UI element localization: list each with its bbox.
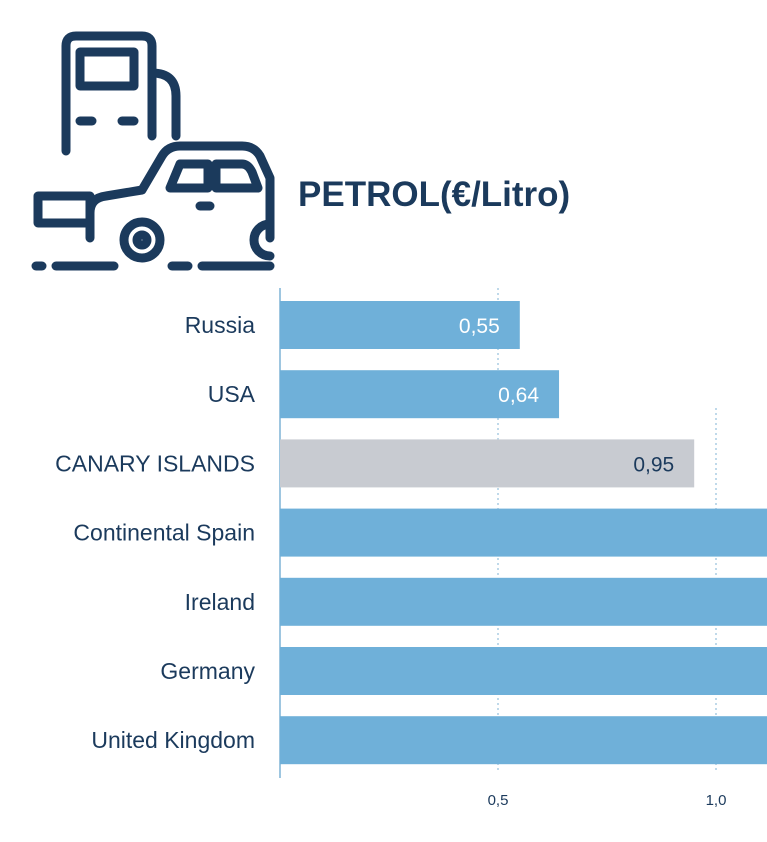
category-label: Russia (185, 312, 256, 338)
bar (280, 439, 695, 488)
category-label: Germany (160, 658, 255, 684)
category-label: United Kingdom (91, 727, 255, 753)
category-label: CANARY ISLANDS (55, 450, 255, 476)
x-tick-label: 1,0 (706, 792, 727, 809)
category-label: USA (208, 381, 256, 407)
data-label: 0,95 (633, 453, 674, 476)
data-label: 0,55 (459, 315, 500, 338)
bar (280, 647, 767, 695)
fuel-pump-car-icon (30, 28, 280, 278)
bar (280, 577, 767, 626)
bar (280, 370, 560, 419)
category-label: Continental Spain (73, 520, 255, 546)
category-label: Ireland (185, 589, 255, 615)
bar (280, 716, 767, 765)
bar (280, 301, 520, 349)
chart-title: PETROL(€/Litro) (298, 175, 571, 214)
x-tick-label: 0,5 (488, 792, 509, 809)
data-label: 0,64 (498, 384, 539, 407)
bar (280, 508, 767, 557)
